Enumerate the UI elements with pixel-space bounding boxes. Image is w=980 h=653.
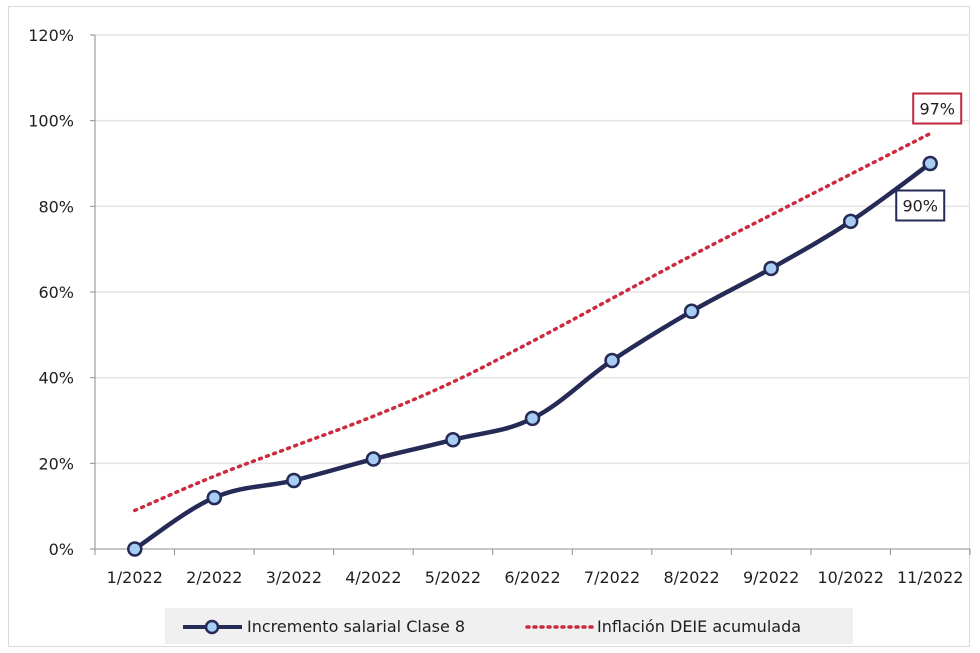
x-tick-label: 11/2022: [897, 568, 963, 587]
chart-frame: [8, 6, 970, 647]
x-tick-label: 1/2022: [107, 568, 163, 587]
salary-point-marker: [683, 303, 700, 320]
series-line-inflation: [133, 131, 932, 513]
salary-point-marker: [286, 472, 302, 489]
grid-lines: [95, 34, 970, 465]
legend-item-inflation: Inflación DEIE acumulada: [525, 617, 801, 636]
x-axis-ticks: 1/2022 2/2022 3/2022 4/2022 5/2022 6/2022 7/20…: [107, 568, 964, 587]
salary-point-marker: [127, 541, 143, 557]
salary-point-marker: [922, 155, 938, 172]
callout-salary: 90%: [895, 189, 946, 222]
callout-box: [895, 189, 946, 222]
y-tick-label: 60%: [38, 283, 74, 302]
salary-point-marker: [842, 213, 859, 230]
x-tick-label: 9/2022: [743, 568, 799, 587]
callout-inflation: 97%: [912, 92, 963, 125]
y-tick-label: 100%: [28, 112, 74, 131]
series-line-salary: [133, 161, 932, 551]
legend-background: [165, 608, 853, 644]
salary-point-marker: [206, 489, 223, 506]
y-tick-label: 80%: [38, 197, 74, 216]
salary-point-marker: [365, 451, 382, 467]
salary-point-marker: [604, 352, 620, 369]
y-tick-label: 20%: [38, 454, 74, 473]
y-tick-label: 120%: [28, 26, 74, 45]
salary-point-marker: [445, 432, 461, 448]
legend-label-inflation: Inflación DEIE acumulada: [597, 617, 801, 636]
salary-point-marker: [763, 260, 779, 277]
x-tick-label: 2/2022: [186, 568, 242, 587]
x-tick-label: 4/2022: [345, 568, 401, 587]
callout-label: 90%: [902, 197, 938, 216]
legend-item-salary: Incremento salarial Clase 8: [183, 617, 465, 636]
callout-box: [912, 92, 963, 125]
salary-point-marker: [524, 410, 541, 427]
legend-label-salary: Incremento salarial Clase 8: [247, 617, 465, 636]
series-layer: [127, 131, 938, 557]
x-tick-label: 3/2022: [266, 568, 322, 587]
x-tick-label: 5/2022: [425, 568, 481, 587]
y-tick-label: 40%: [38, 369, 74, 388]
x-tick-label: 6/2022: [504, 568, 560, 587]
x-tick-label: 8/2022: [663, 568, 719, 587]
callout-label: 97%: [919, 100, 955, 119]
legend-salary-marker-swatch: [204, 619, 220, 635]
axes: [90, 34, 971, 555]
x-tick-label: 7/2022: [584, 568, 640, 587]
x-tick-label: 10/2022: [817, 568, 883, 587]
y-tick-label: 0%: [49, 540, 74, 559]
y-axis-ticks: 0% 20% 40% 60% 80% 100% 120%: [28, 26, 74, 559]
annotations: 97% 90%: [895, 92, 963, 222]
